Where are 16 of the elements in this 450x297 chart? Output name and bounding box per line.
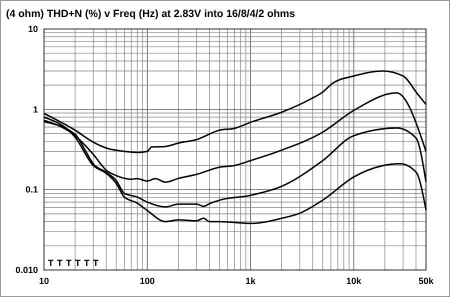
annotation: T (48, 258, 54, 268)
annotation: T (75, 258, 81, 268)
y-tick-label: 1 (32, 104, 38, 114)
annotation: T (93, 258, 99, 268)
annotation: T (66, 258, 72, 268)
x-tick-label: 100 (140, 276, 155, 286)
x-tick-label: 10 (38, 276, 50, 286)
y-tick-label: 0.1 (25, 184, 38, 195)
x-tick-label: 50k (418, 276, 434, 286)
annotation: T (84, 258, 90, 268)
annotation: T (57, 258, 63, 268)
x-tick-label: 10k (346, 276, 362, 286)
x-tick-label: 1k (246, 276, 257, 286)
y-tick-label: 0.010 (15, 265, 38, 275)
chart-title: (4 ohm) THD+N (%) v Freq (Hz) at 2.83V into 16/8/4/2 ohms (6, 8, 296, 20)
y-tick-label: 10 (28, 24, 38, 34)
